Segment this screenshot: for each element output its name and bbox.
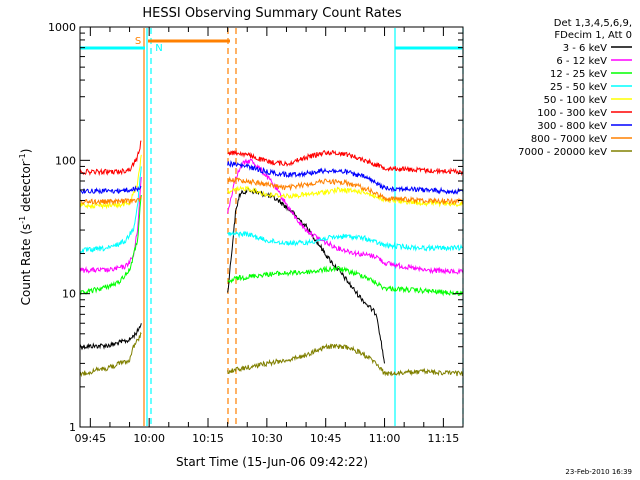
series-line bbox=[79, 323, 142, 351]
series-line bbox=[79, 166, 142, 254]
series-line bbox=[79, 176, 142, 274]
series-line bbox=[79, 195, 142, 206]
series-line bbox=[227, 265, 464, 297]
series-1 bbox=[79, 158, 464, 275]
series-3 bbox=[79, 166, 464, 254]
series-line bbox=[79, 185, 142, 195]
footer-date: 23-Feb-2010 16:39 bbox=[565, 468, 632, 476]
y-axis-label-end: ) bbox=[19, 149, 33, 154]
series-line bbox=[227, 185, 464, 208]
series-6 bbox=[79, 159, 464, 195]
saa-label: S bbox=[135, 36, 141, 47]
y-tick-label: 10 bbox=[62, 288, 76, 301]
y-axis-label-main: Count Rate (s bbox=[19, 224, 33, 306]
y-tick-label: 1000 bbox=[48, 21, 76, 34]
legend-header-line-1: Det 1,3,4,5,6,9, bbox=[554, 18, 632, 29]
x-tick-label: 11:15 bbox=[428, 432, 460, 445]
chart-title: HESSI Observing Summary Count Rates bbox=[142, 6, 401, 21]
legend-label: 3 - 6 keV bbox=[563, 43, 607, 54]
series-line bbox=[79, 331, 142, 378]
night-label: N bbox=[155, 43, 162, 54]
y-axis: 1 10 100 1000 bbox=[48, 21, 463, 434]
legend-label: 100 - 300 keV bbox=[537, 108, 607, 119]
x-axis: 09:45 10:00 10:15 10:30 10:45 11:00 11:15 bbox=[74, 27, 464, 445]
series-line bbox=[227, 159, 464, 195]
y-axis-label-mid: detector bbox=[19, 161, 33, 216]
legend-label: 25 - 50 keV bbox=[550, 82, 607, 93]
y-axis-label-sup1: -1 bbox=[18, 216, 27, 224]
series-line bbox=[79, 140, 142, 177]
x-tick-label: 11:00 bbox=[369, 432, 401, 445]
series-line bbox=[227, 230, 464, 252]
plot-annotations: SN bbox=[80, 28, 464, 426]
series-7 bbox=[79, 176, 464, 206]
series-line bbox=[227, 149, 464, 176]
legend-header-line-2: FDecim 1, Att 0 bbox=[554, 30, 632, 41]
series-line bbox=[227, 343, 464, 377]
x-axis-label: Start Time (15-Jun-06 09:42:22) bbox=[176, 455, 368, 469]
x-tick-label: 09:45 bbox=[74, 432, 106, 445]
y-tick-label: 100 bbox=[55, 154, 76, 167]
series-line bbox=[227, 176, 464, 206]
legend-label: 12 - 25 keV bbox=[550, 69, 607, 80]
series-line bbox=[79, 194, 142, 295]
legend-label: 6 - 12 keV bbox=[556, 56, 607, 67]
y-axis-label-sup2: -1 bbox=[18, 153, 27, 161]
y-axis-label: Count Rate (s-1 detector-1) bbox=[18, 149, 33, 306]
x-tick-label: 10:15 bbox=[192, 432, 224, 445]
legend-label: 800 - 7000 keV bbox=[531, 134, 607, 145]
x-tick-label: 10:00 bbox=[133, 432, 165, 445]
series-layer bbox=[79, 140, 464, 378]
legend: Det 1,3,4,5,6,9, FDecim 1, Att 0 3 - 6 k… bbox=[518, 18, 632, 158]
legend-label: 7000 - 20000 keV bbox=[518, 147, 607, 158]
series-2 bbox=[79, 194, 464, 297]
series-8 bbox=[79, 331, 464, 378]
legend-label: 50 - 100 keV bbox=[544, 95, 608, 106]
plot-frame bbox=[79, 26, 464, 428]
legend-label: 300 - 800 keV bbox=[537, 121, 607, 132]
x-tick-label: 10:30 bbox=[251, 432, 283, 445]
series-line bbox=[227, 158, 464, 275]
x-tick-label: 10:45 bbox=[310, 432, 342, 445]
series-5 bbox=[79, 140, 464, 177]
y-tick-label: 1 bbox=[69, 421, 76, 434]
